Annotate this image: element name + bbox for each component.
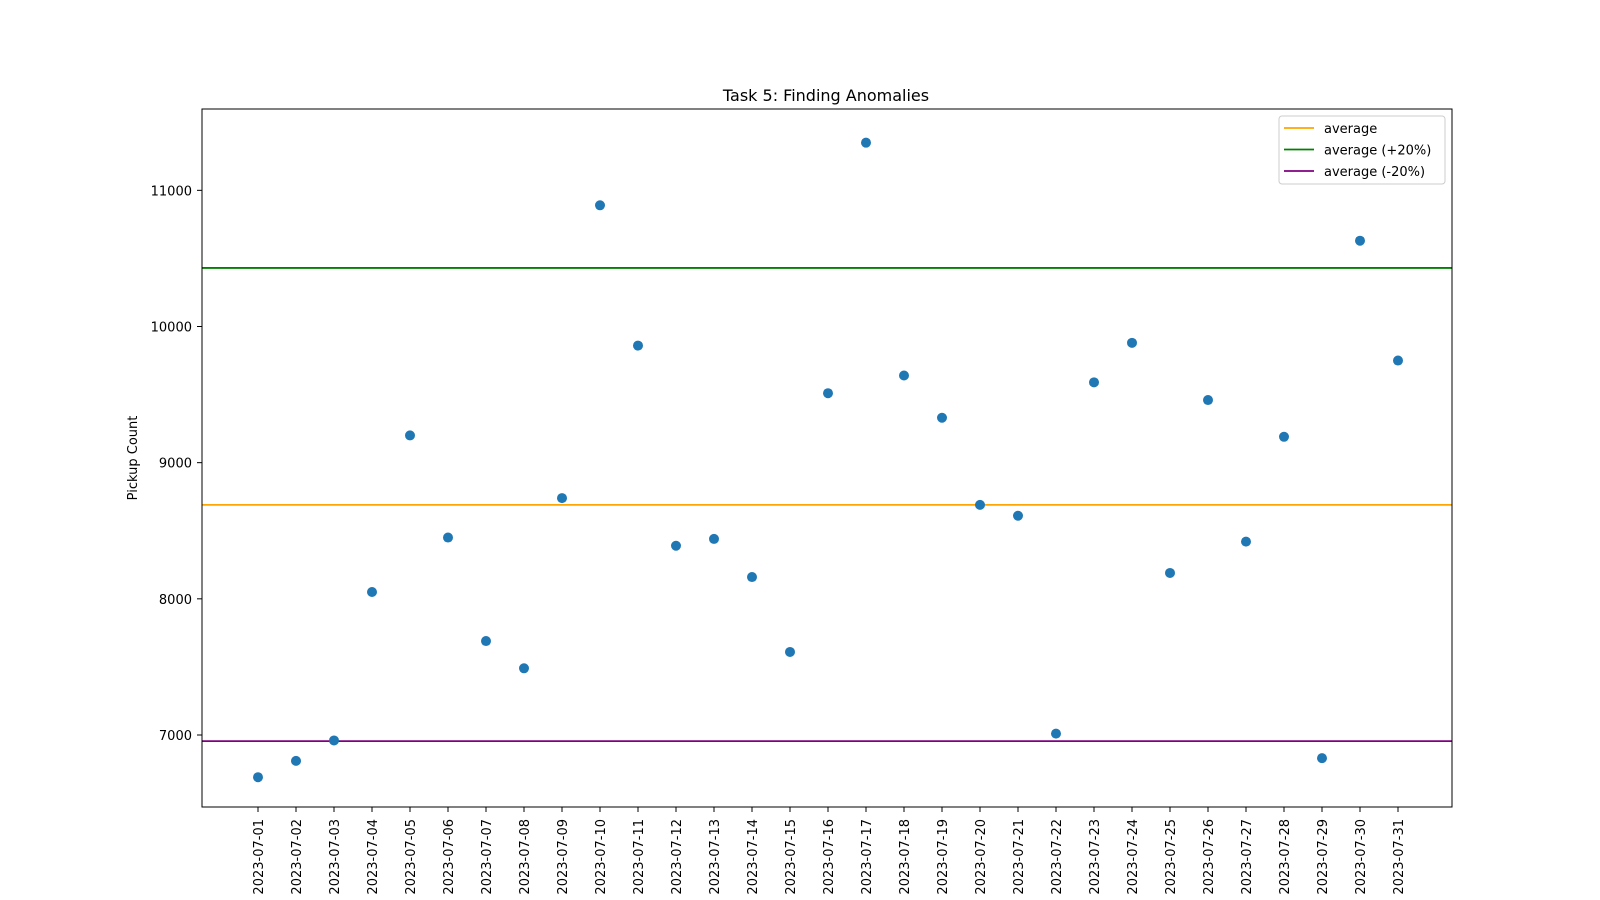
x-tick-label: 2023-07-29 [1316,819,1331,895]
x-tick-label: 2023-07-26 [1202,819,1217,895]
data-point [861,137,871,148]
chart-title: Task 5: Finding Anomalies [722,86,929,105]
y-tick-label: 10000 [151,321,192,336]
x-tick-label: 2023-07-12 [670,819,685,895]
x-tick-label: 2023-07-22 [1050,819,1065,895]
y-tick-label: 9000 [159,457,192,472]
data-point [1089,377,1099,388]
x-tick-label: 2023-07-11 [632,819,647,895]
x-tick-label: 2023-07-02 [290,819,305,895]
x-tick-label: 2023-07-08 [518,819,533,895]
legend-entry-label: average (-20%) [1324,165,1425,180]
x-tick-label: 2023-07-16 [822,819,837,895]
x-tick-label: 2023-07-01 [252,819,267,895]
data-point [671,540,681,551]
x-tick-label: 2023-07-06 [442,819,457,895]
x-tick-label: 2023-07-13 [708,819,723,895]
data-point [1393,355,1403,366]
data-point [1317,753,1327,764]
x-tick-label: 2023-07-05 [404,819,419,895]
x-tick-label: 2023-07-23 [1088,819,1103,895]
data-point [1127,337,1137,348]
data-point [443,532,453,543]
x-tick-label: 2023-07-25 [1164,819,1179,895]
data-point [1013,510,1023,521]
reference-lines [202,267,1452,743]
x-tick-label: 2023-07-27 [1240,819,1255,895]
data-point [1051,728,1061,739]
data-point [975,499,985,510]
legend-entry-label: average [1324,122,1377,137]
x-tick-label: 2023-07-21 [1012,819,1027,895]
x-tick-label: 2023-07-28 [1278,819,1293,895]
data-point [899,370,909,381]
x-tick-label: 2023-07-31 [1392,819,1407,895]
data-point [937,412,947,423]
data-point [291,755,301,766]
x-tick-label: 2023-07-20 [974,819,989,895]
x-tick-label: 2023-07-03 [328,819,343,895]
data-point [405,430,415,441]
data-point [747,572,757,583]
x-axis-ticks: 2023-07-01 2023-07-02 2023-07-03 2023-07-04… [252,807,1407,895]
data-points [253,137,1403,783]
y-tick-label: 11000 [151,184,192,199]
data-point [633,340,643,351]
y-axis-label: Pickup Count [126,416,141,501]
x-tick-label: 2023-07-15 [784,819,799,895]
x-tick-label: 2023-07-09 [556,819,571,895]
data-point [1203,395,1213,406]
data-point [367,587,377,598]
x-tick-label: 2023-07-10 [594,819,609,895]
data-point [1165,567,1175,578]
x-tick-label: 2023-07-04 [366,819,381,895]
x-tick-label: 2023-07-17 [860,819,875,895]
data-point [519,663,529,674]
data-point [481,636,491,647]
data-point [1241,536,1251,547]
y-axis-ticks: 7000 8000 9000 10000 11000 [151,184,202,744]
x-tick-label: 2023-07-14 [746,819,761,895]
data-point [823,388,833,399]
y-tick-label: 8000 [159,593,192,608]
data-point [785,646,795,657]
data-point [595,200,605,211]
y-tick-label: 7000 [159,729,192,744]
plot-frame [201,108,1453,808]
x-tick-label: 2023-07-30 [1354,819,1369,895]
x-tick-label: 2023-07-18 [898,819,913,895]
x-tick-label: 2023-07-24 [1126,819,1141,895]
data-point [253,772,263,783]
legend-entry-label: average (+20%) [1324,144,1431,159]
data-point [1279,431,1289,442]
x-tick-label: 2023-07-19 [936,819,951,895]
data-point [557,493,567,504]
legend-box [1278,115,1446,185]
data-point [1355,235,1365,246]
legend: average average (+20%) average (-20%) [1278,115,1446,185]
data-point [709,533,719,544]
x-tick-label: 2023-07-07 [480,819,495,895]
data-point [329,735,339,746]
